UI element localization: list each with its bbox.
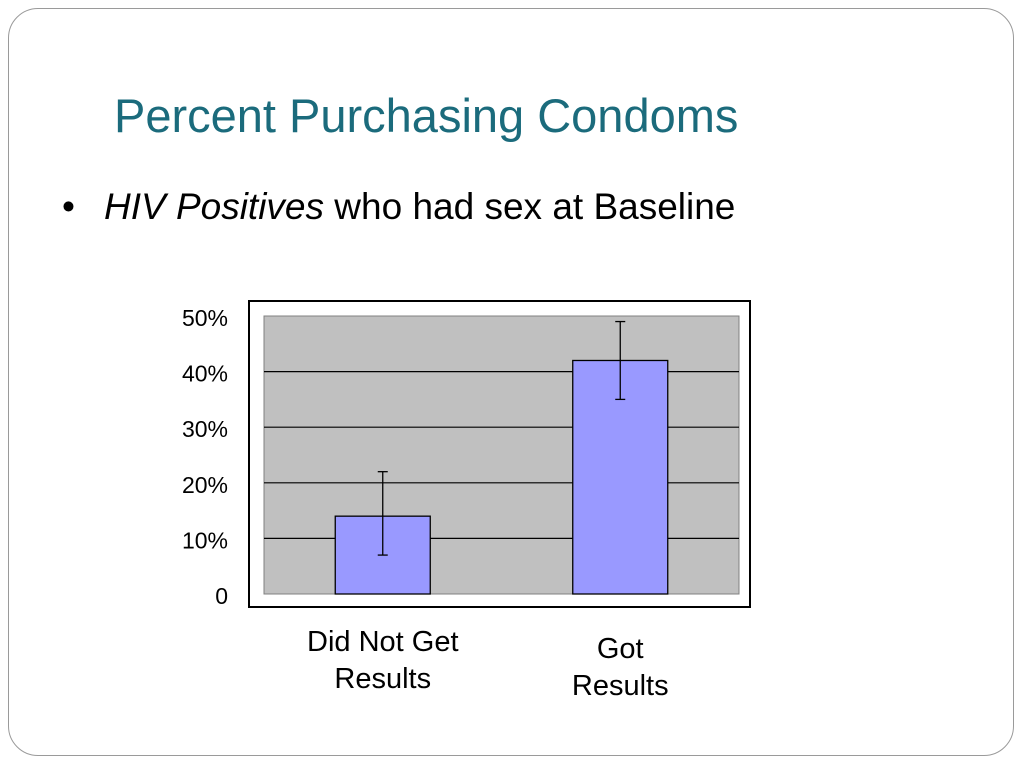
y-tick-label: 0 [215, 583, 228, 609]
bullet-text: who had sex at Baseline [324, 186, 736, 227]
x-category-label-line: Got [596, 633, 644, 665]
y-axis-ticks: 0 10% 20% 30% 40% 50% [182, 305, 228, 609]
y-tick-label: 30% [182, 416, 228, 442]
x-category-label: Did Not Get Results [263, 624, 503, 698]
x-category-label: Got Results [500, 631, 740, 705]
bullet-item: • HIV Positives who had sex at Baseline [62, 186, 735, 228]
bullet-italic-text: HIV Positives [104, 186, 325, 227]
x-category-label-line: Results [334, 663, 432, 695]
x-category-label-line: Results [571, 670, 669, 702]
y-tick-label: 20% [182, 472, 228, 498]
error-bars [377, 320, 626, 556]
y-tick-label: 50% [182, 305, 228, 331]
slide-frame [8, 8, 1014, 756]
slide-title: Percent Purchasing Condoms [114, 89, 739, 142]
bullet-marker: • [62, 186, 75, 227]
x-category-label-line: Did Not Get [307, 626, 459, 658]
y-tick-label: 40% [182, 361, 228, 387]
y-tick-label: 10% [182, 527, 228, 553]
